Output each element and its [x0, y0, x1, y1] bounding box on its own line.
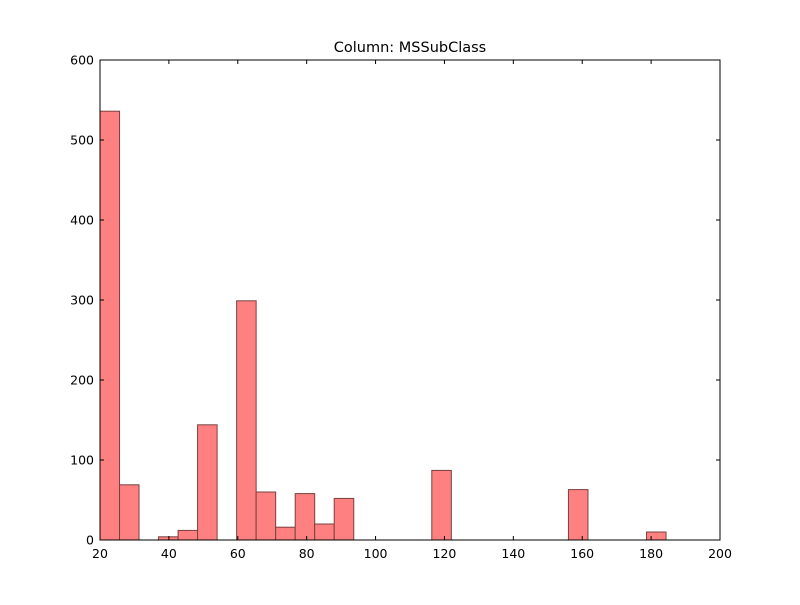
- x-tick-label-160: 160: [570, 546, 594, 561]
- y-tick-label-400: 400: [70, 213, 94, 228]
- histogram-bar-11: [431, 469, 452, 541]
- histogram-bar-6: [255, 491, 277, 541]
- x-tick-label-140: 140: [501, 546, 525, 561]
- y-tick-label-200: 200: [70, 373, 94, 388]
- histogram-bar-5: [236, 300, 257, 541]
- x-tick-label-100: 100: [364, 546, 388, 561]
- ticks-layer: 20 40 60 80 100 120 140 160 180 200 0 100 200 300 400 5…: [70, 53, 732, 562]
- y-tick-label-500: 500: [70, 133, 94, 148]
- x-tick-label-60: 60: [230, 546, 246, 561]
- x-tick-label-200: 200: [708, 546, 732, 561]
- chart-title: Column: MSSubClass: [334, 40, 486, 56]
- x-tick-label-20: 20: [92, 546, 108, 561]
- x-tick-label-80: 80: [299, 546, 315, 561]
- x-tick-label-180: 180: [639, 546, 663, 561]
- y-tick-label-100: 100: [70, 453, 94, 468]
- histogram-bar-9: [314, 523, 335, 541]
- histogram-bar-10: [333, 497, 355, 541]
- histogram-bar-12: [567, 489, 589, 541]
- histogram-bar-4: [197, 424, 218, 541]
- plot-frame: [99, 59, 721, 541]
- y-tick-label-0: 0: [86, 533, 94, 548]
- histogram-bar-8: [294, 493, 316, 541]
- x-tick-label-40: 40: [161, 546, 177, 561]
- x-tick-label-120: 120: [433, 546, 457, 561]
- histogram-bar-13: [646, 531, 667, 541]
- bars-layer: [99, 110, 667, 541]
- y-tick-label-600: 600: [70, 53, 94, 68]
- histogram-bar-3: [177, 529, 199, 541]
- y-tick-label-300: 300: [70, 293, 94, 308]
- histogram-bar-7: [275, 526, 296, 541]
- histogram-bar-1: [119, 484, 140, 541]
- histogram-bar-0: [99, 110, 121, 541]
